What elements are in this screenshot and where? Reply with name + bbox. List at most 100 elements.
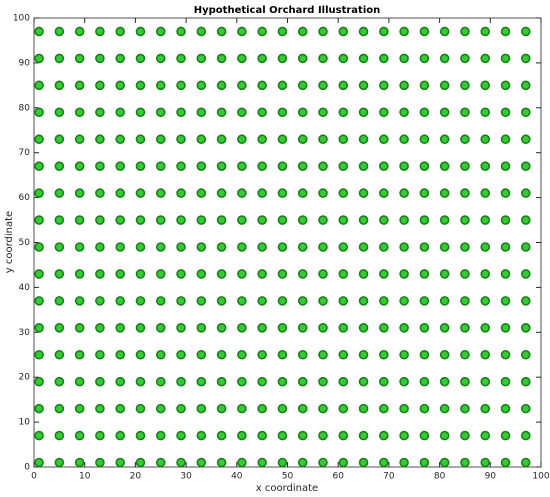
tree-point	[379, 107, 389, 118]
tree-point	[257, 323, 267, 333]
tree-point	[480, 161, 491, 171]
tree-point	[216, 296, 227, 306]
tree-point	[237, 242, 247, 252]
tree-point	[419, 296, 430, 306]
chart-title: Hypothetical Orchard Illustration	[194, 5, 381, 16]
tree-point	[480, 376, 491, 387]
tree-point	[95, 188, 105, 198]
tree-point	[34, 242, 44, 252]
tree-point	[176, 215, 186, 225]
tree-point	[176, 349, 186, 360]
tree-point	[520, 53, 531, 64]
tree-point	[419, 26, 430, 37]
tree-point	[318, 323, 328, 333]
tree-point	[135, 134, 146, 145]
y-tick-label: 90	[19, 58, 31, 68]
tree-point	[338, 430, 349, 441]
tree-point	[480, 134, 491, 145]
tree-point	[419, 349, 430, 360]
tree-point	[399, 269, 409, 279]
tree-point	[318, 80, 328, 91]
tree-point	[399, 242, 409, 252]
tree-point	[196, 430, 207, 441]
tree-point	[155, 107, 166, 118]
tree-point	[196, 323, 207, 333]
tree-point	[257, 242, 267, 252]
tree-point	[318, 430, 328, 441]
tree-point	[419, 53, 430, 64]
tree-point	[74, 188, 85, 198]
y-tick-label: 70	[19, 148, 31, 158]
tree-point	[520, 296, 531, 306]
tree-point	[257, 403, 267, 414]
tree-point	[257, 457, 267, 468]
tree-point	[196, 349, 207, 360]
tree-point	[155, 80, 166, 91]
tree-point	[257, 215, 267, 225]
tree-point	[54, 161, 65, 171]
tree-point	[237, 188, 247, 198]
tree-point	[257, 53, 267, 64]
tree-point	[460, 242, 470, 252]
tree-point	[500, 403, 511, 414]
tree-point	[460, 457, 470, 468]
y-tick-label: 10	[19, 418, 31, 428]
tree-point	[135, 26, 146, 37]
tree-point	[54, 26, 65, 37]
tree-point	[338, 376, 349, 387]
tree-point	[54, 242, 65, 252]
tree-point	[358, 26, 369, 37]
tree-point	[277, 215, 288, 225]
tree-point	[74, 296, 85, 306]
tree-point	[500, 430, 511, 441]
tree-point	[399, 53, 409, 64]
tree-point	[54, 188, 65, 198]
tree-point	[297, 457, 308, 468]
y-tick-label: 0	[24, 463, 30, 473]
x-tick-label: 30	[180, 472, 192, 482]
tree-point	[419, 242, 430, 252]
tree-point	[237, 403, 247, 414]
tree-point	[439, 242, 450, 252]
tree-point	[399, 26, 409, 37]
tree-point	[480, 269, 491, 279]
tree-point	[318, 349, 328, 360]
tree-point	[155, 376, 166, 387]
tree-point	[95, 80, 105, 91]
tree-point	[155, 430, 166, 441]
tree-point	[500, 107, 511, 118]
tree-point	[419, 188, 430, 198]
tree-point	[74, 242, 85, 252]
tree-point	[155, 296, 166, 306]
tree-point	[338, 242, 349, 252]
tree-point	[297, 323, 308, 333]
tree-point	[54, 296, 65, 306]
tree-point	[277, 134, 288, 145]
tree-point	[155, 188, 166, 198]
tree-point	[135, 349, 146, 360]
tree-point	[399, 215, 409, 225]
tree-point	[95, 403, 105, 414]
tree-point	[74, 134, 85, 145]
tree-point	[358, 457, 369, 468]
tree-point	[34, 134, 44, 145]
tree-point	[318, 296, 328, 306]
tree-point	[216, 349, 227, 360]
tree-point	[358, 349, 369, 360]
tree-point	[216, 26, 227, 37]
tree-point	[176, 53, 186, 64]
tree-point	[115, 215, 125, 225]
tree-point	[379, 26, 389, 37]
tree-point	[439, 26, 450, 37]
tree-point	[115, 403, 125, 414]
tree-point	[439, 80, 450, 91]
tree-point	[257, 430, 267, 441]
tree-point	[520, 323, 531, 333]
tree-point	[297, 215, 308, 225]
tree-point	[115, 457, 125, 468]
tree-point	[176, 107, 186, 118]
tree-point	[460, 161, 470, 171]
tree-point	[237, 269, 247, 279]
tree-point	[338, 134, 349, 145]
